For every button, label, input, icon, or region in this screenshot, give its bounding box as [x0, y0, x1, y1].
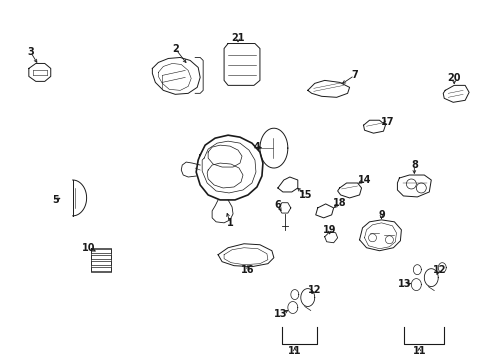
Text: 2: 2 — [172, 44, 178, 54]
Text: 9: 9 — [377, 210, 384, 220]
Text: 13: 13 — [274, 310, 287, 319]
Text: 20: 20 — [447, 73, 460, 84]
Bar — [90, 261, 110, 265]
Text: 5: 5 — [52, 195, 59, 205]
Text: 4: 4 — [253, 142, 260, 152]
Text: 19: 19 — [322, 225, 336, 235]
Bar — [90, 255, 110, 259]
Text: 16: 16 — [241, 265, 254, 275]
Text: 13: 13 — [397, 279, 410, 289]
Bar — [90, 267, 110, 271]
Text: 12: 12 — [307, 284, 321, 294]
Text: 7: 7 — [350, 71, 357, 80]
Text: 12: 12 — [431, 265, 445, 275]
Text: 18: 18 — [332, 198, 346, 208]
Text: 6: 6 — [274, 200, 281, 210]
Bar — [90, 249, 110, 253]
Text: 10: 10 — [81, 243, 95, 253]
Text: 3: 3 — [27, 48, 34, 58]
Text: 8: 8 — [410, 160, 417, 170]
Text: 15: 15 — [298, 190, 312, 200]
Text: 14: 14 — [357, 175, 370, 185]
Text: 21: 21 — [231, 32, 244, 42]
Text: 17: 17 — [380, 117, 393, 127]
Text: 1: 1 — [226, 218, 233, 228]
Text: 11: 11 — [287, 346, 301, 356]
Text: 11: 11 — [412, 346, 425, 356]
